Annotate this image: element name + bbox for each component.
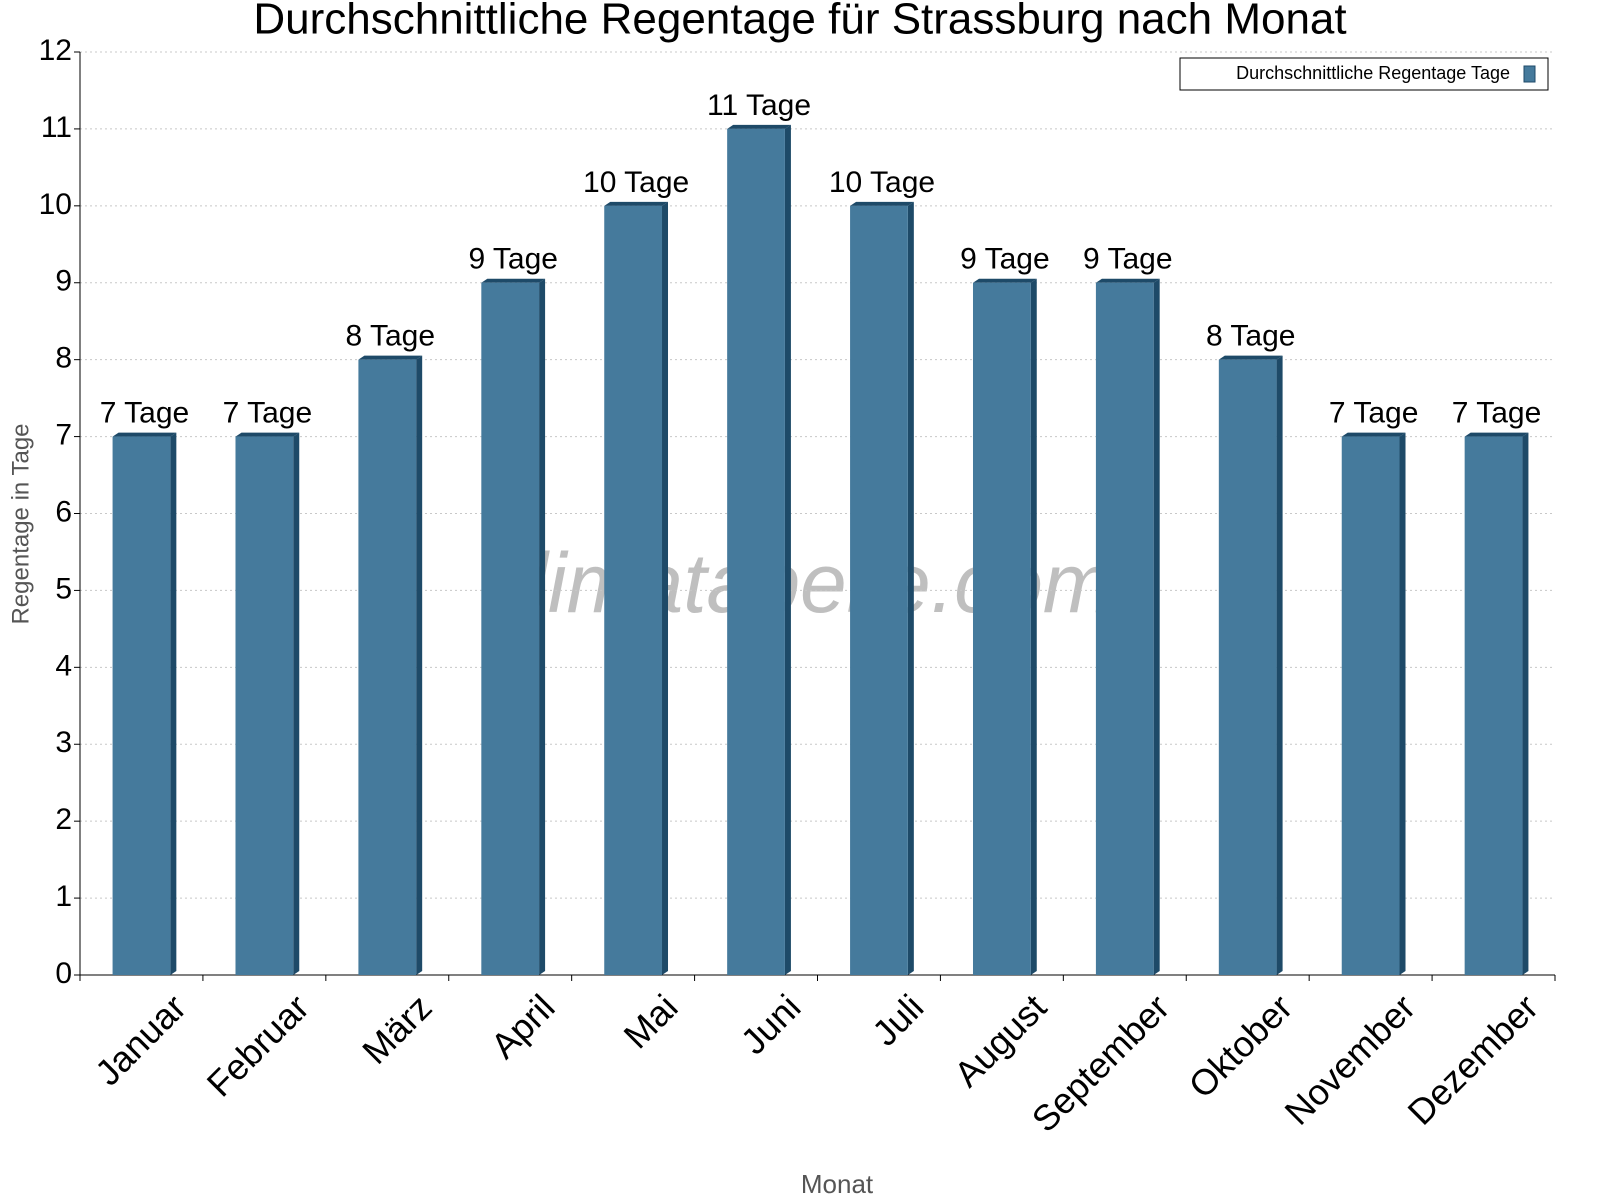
x-tick-label: April <box>483 986 563 1066</box>
data-label: 10 Tage <box>829 166 935 199</box>
bar <box>1464 436 1523 975</box>
bar-side <box>907 201 914 976</box>
x-tick-label: November <box>1277 986 1423 1132</box>
bar <box>1095 282 1154 975</box>
bar <box>850 205 908 976</box>
y-tick-label: 6 <box>55 495 72 528</box>
bar-top <box>1218 355 1283 360</box>
bar-top <box>850 201 914 206</box>
bar-side <box>1030 278 1037 975</box>
x-tick-label: Oktober <box>1181 986 1301 1106</box>
data-label: 7 Tage <box>1452 397 1542 430</box>
y-tick-label: 0 <box>55 957 72 990</box>
bar-top <box>727 124 791 129</box>
x-tick-label: März <box>354 986 440 1072</box>
y-tick-label: 2 <box>55 803 72 836</box>
bar-side <box>662 201 669 976</box>
x-axis-label: Monat <box>801 1169 874 1199</box>
y-tick-label: 10 <box>39 188 72 221</box>
data-label: 7 Tage <box>223 397 313 430</box>
bar-top <box>235 432 300 437</box>
y-axis-label: Regentage in Tage <box>7 423 34 624</box>
y-tick-label: 12 <box>39 34 72 67</box>
x-tick-label: Juni <box>733 986 809 1062</box>
legend-box <box>1179 57 1549 91</box>
bar-side <box>539 278 546 975</box>
bar <box>1218 359 1277 976</box>
chart-title: Durchschnittliche Regentage für Strassbu… <box>253 0 1346 44</box>
data-label: 9 Tage <box>960 243 1050 276</box>
bar-top <box>481 278 546 283</box>
x-tick-label: Mai <box>615 986 685 1056</box>
y-tick-label: 9 <box>55 265 72 298</box>
data-label: 9 Tage <box>468 243 558 276</box>
y-tick-label: 3 <box>55 726 72 759</box>
bar-side <box>416 355 423 976</box>
x-tick-label: Dezember <box>1400 986 1546 1132</box>
y-tick-label: 11 <box>41 111 72 144</box>
bar-top <box>972 278 1037 283</box>
bar-top <box>1341 432 1406 437</box>
data-label: 11 Tage <box>707 89 811 122</box>
bar-side <box>293 432 300 975</box>
legend-label: Durchschnittliche Regentage Tage <box>1236 63 1510 83</box>
bar <box>1341 436 1400 975</box>
bar-top <box>1464 432 1529 437</box>
y-tick-label: 4 <box>55 649 72 682</box>
bar-top <box>112 432 177 437</box>
y-tick-label: 1 <box>55 880 72 913</box>
bar <box>358 359 417 976</box>
data-label: 9 Tage <box>1083 243 1173 276</box>
bar-side <box>1522 432 1529 975</box>
bar-top <box>358 355 423 360</box>
x-tick-label: Februar <box>199 986 317 1104</box>
bar-side <box>1153 278 1160 975</box>
data-label: 7 Tage <box>100 397 190 430</box>
y-tick-label: 7 <box>55 419 72 452</box>
x-tick-label: Januar <box>87 986 194 1093</box>
y-tick-label: 5 <box>55 572 72 605</box>
bar-side <box>170 432 177 975</box>
bar-top <box>1095 278 1160 283</box>
data-label: 10 Tage <box>583 166 689 199</box>
bar-side <box>1399 432 1406 975</box>
bar-side <box>1276 355 1283 976</box>
x-tick-label: August <box>946 986 1054 1094</box>
data-label: 7 Tage <box>1329 397 1419 430</box>
bar-side <box>784 124 791 975</box>
bar <box>727 128 785 975</box>
bar <box>112 436 171 975</box>
bar <box>235 436 294 975</box>
x-tick-label: Juli <box>864 986 931 1053</box>
data-label: 8 Tage <box>346 320 436 353</box>
legend-swatch <box>1523 65 1536 83</box>
data-label: 8 Tage <box>1206 320 1296 353</box>
bar <box>604 205 663 976</box>
y-tick-label: 8 <box>55 342 72 375</box>
bar <box>481 282 540 975</box>
bar <box>972 282 1031 975</box>
bar-top <box>604 201 669 206</box>
